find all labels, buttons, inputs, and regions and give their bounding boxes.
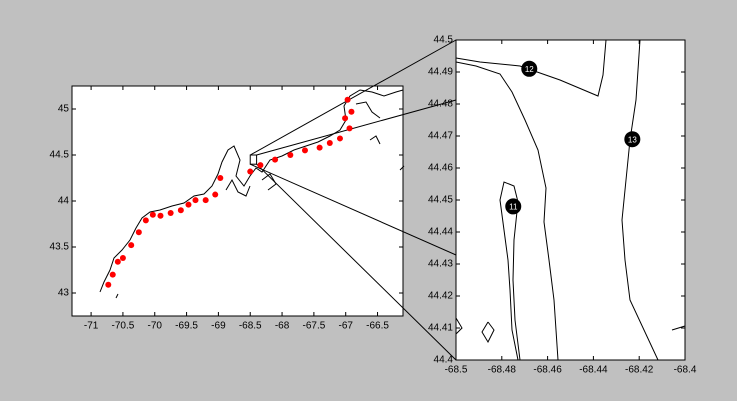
y-tick-label: 43.5	[50, 242, 70, 253]
y-tick-label: 44	[58, 196, 70, 207]
y-tick-label: 44.5	[434, 35, 454, 46]
data-point	[167, 209, 174, 216]
x-tick-label: -71	[84, 321, 99, 332]
zoom-line	[256, 163, 457, 361]
station-label: 12	[525, 65, 534, 74]
data-point	[157, 212, 164, 219]
data-point	[316, 144, 323, 151]
y-tick-label: 44.46	[428, 163, 453, 174]
zoom-line	[250, 163, 457, 256]
zoom-lines	[249, 39, 457, 361]
y-tick-label: 44.45	[428, 195, 453, 206]
station-label: 13	[628, 135, 637, 144]
y-tick-label: 44.49	[428, 67, 453, 78]
data-point	[346, 125, 353, 132]
y-tick-label: 44.42	[428, 291, 453, 302]
x-tick-label: -70	[148, 321, 163, 332]
x-tick-label: -68.44	[579, 365, 608, 376]
y-tick-label: 44.48	[428, 99, 453, 110]
data-point	[217, 175, 224, 181]
x-tick-label: -70.5	[112, 321, 135, 332]
data-point	[202, 197, 209, 204]
data-point	[128, 242, 135, 249]
data-point	[142, 217, 149, 224]
x-tick-label: -68.42	[625, 365, 654, 376]
x-tick-label: -68.4	[674, 365, 697, 376]
station-marker	[505, 198, 522, 215]
x-tick-label: -66.5	[366, 321, 389, 332]
inset-axes	[455, 39, 686, 361]
y-tick-label: 44.4	[434, 355, 454, 366]
data-point	[105, 281, 112, 288]
y-tick-label: 43	[58, 288, 70, 299]
x-tick-label: -68.5	[239, 321, 262, 332]
x-tick-label: -68.5	[445, 365, 468, 376]
y-tick-label: 45	[58, 104, 70, 115]
data-point	[326, 140, 333, 147]
y-tick-label: 44.47	[428, 131, 453, 142]
x-tick-label: -68.48	[488, 365, 517, 376]
station-label: 11	[509, 203, 518, 212]
data-point	[301, 147, 308, 154]
y-tick-label: 44.44	[428, 227, 453, 238]
data-point	[287, 152, 294, 158]
data-point	[185, 201, 192, 208]
data-point	[135, 229, 142, 236]
zoom-line	[256, 99, 457, 156]
contours	[455, 39, 686, 361]
station-marker	[521, 60, 538, 77]
data-point	[342, 115, 349, 122]
x-tick-label: -69.5	[175, 321, 198, 332]
x-tick-label: -68.46	[533, 365, 562, 376]
x-tick-label: -67	[338, 321, 353, 332]
data-point	[257, 162, 264, 169]
data-point	[348, 108, 355, 115]
y-tick-label: 44.41	[428, 323, 453, 334]
data-point	[192, 197, 199, 204]
data-point	[344, 96, 351, 103]
x-tick-label: -68	[275, 321, 290, 332]
y-tick-label: 44.5	[50, 150, 70, 161]
data-point	[149, 211, 156, 218]
x-tick-label: -67.5	[302, 321, 325, 332]
data-point	[247, 168, 254, 175]
map-axes	[71, 85, 404, 317]
zoom-box	[249, 154, 258, 165]
coastline	[99, 89, 405, 299]
data-point	[336, 135, 343, 142]
data-point	[212, 191, 219, 198]
data-point	[119, 255, 126, 262]
x-tick-label: -69	[211, 321, 226, 332]
data-point	[177, 207, 184, 214]
data-point	[272, 156, 279, 163]
y-tick-label: 44.43	[428, 259, 453, 270]
zoom-line	[249, 39, 457, 156]
data-point	[114, 258, 121, 265]
data-point	[109, 271, 116, 278]
station-marker	[624, 131, 641, 148]
